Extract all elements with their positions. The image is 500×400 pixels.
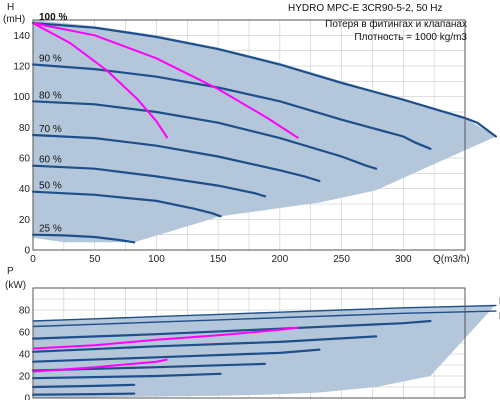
power-tick-labels: 0 20 40 60 80 (19, 306, 31, 400)
series-label-100: 100 % (39, 12, 67, 23)
series-p1 (32, 304, 497, 322)
speed-curve-2 (31, 348, 321, 363)
y-tick-label-0: 0 (24, 394, 30, 400)
series-50 (31, 190, 222, 218)
power-axis-unit: (kW) (5, 280, 26, 291)
speed-curve-1 (31, 335, 378, 353)
series-label-25: 25 % (39, 224, 62, 235)
series-90 (31, 63, 432, 150)
head-speed-curves (31, 22, 497, 244)
series-label-70: 70 % (39, 124, 62, 135)
head-tick-labels: 0 20 40 60 80 100 120 140 0 50 100 150 200 250 300 (13, 31, 412, 265)
x-tick-label-150: 150 (210, 254, 227, 265)
x-tick-label-0: 0 (30, 254, 36, 265)
system-curve-1 (32, 22, 169, 139)
series-label-p2: P2 (499, 311, 500, 322)
x-tick-label-50: 50 (89, 254, 101, 265)
power-axis-title: P (7, 266, 14, 277)
x-tick-label-100: 100 (148, 254, 165, 265)
series-label-50: 50 % (39, 181, 62, 192)
series-25 (31, 233, 136, 244)
y-tick-label-60: 60 (19, 328, 31, 339)
series-label-60: 60 % (39, 155, 62, 166)
series-100 (31, 22, 497, 138)
y-tick-label-0: 0 (24, 246, 30, 257)
head-system-curves (32, 22, 299, 139)
head-speed-labels: 100 % 90 % 80 % 70 % 60 % 50 % 25 % (39, 12, 67, 235)
power-plot-frame (32, 287, 466, 399)
y-tick-label-60: 60 (19, 154, 31, 165)
y-tick-label-80: 80 (19, 306, 31, 317)
speed-curve-6 (31, 392, 136, 396)
density-note: Плотность = 1000 kg/m3 (354, 32, 467, 43)
series-label-90: 90 % (39, 53, 62, 64)
x-tick-label-200: 200 (272, 254, 289, 265)
speed-curve-4 (31, 372, 222, 380)
x-tick-label-300: 300 (395, 254, 412, 265)
y-tick-label-20: 20 (19, 215, 31, 226)
x-tick-label-250: 250 (333, 254, 350, 265)
series-label-p1: P1 (499, 297, 500, 308)
series-70 (31, 133, 321, 183)
y-tick-label-120: 120 (13, 62, 30, 73)
series-label-80: 80 % (39, 90, 62, 101)
fitting-loss-note: Потеря в фитингах и клапанах (325, 18, 467, 30)
speed-curve-5 (31, 383, 136, 389)
chart-title: HYDRO MPC-E 3CR90-5-2, 50 Hz (288, 3, 442, 14)
series-60 (31, 164, 267, 198)
y-tick-label-40: 40 (19, 184, 31, 195)
power-series-labels: P1P2 (499, 297, 500, 323)
y-tick-label-100: 100 (13, 92, 30, 103)
system-curve-0 (32, 22, 299, 139)
system-curve-1 (32, 358, 168, 373)
system-curve-0 (32, 326, 299, 350)
y-tick-label-140: 140 (13, 31, 30, 42)
power-envelope-area (33, 304, 496, 398)
head-panel: 0 20 40 60 80 100 120 140 0 50 100 150 200 250 300 100… (3, 2, 497, 265)
power-system-curves (32, 326, 299, 373)
y-tick-label-80: 80 (19, 123, 31, 134)
series-p2 (32, 310, 497, 328)
flow-axis-title: Q(m3/h) (433, 254, 470, 265)
head-axis-title: H (7, 2, 14, 13)
power-speed-curves (31, 304, 497, 396)
head-envelope-area (33, 20, 496, 243)
series-80 (31, 100, 378, 170)
head-plot-frame (32, 19, 466, 251)
y-tick-label-40: 40 (19, 350, 31, 361)
head-axis-unit: (mH) (3, 14, 25, 25)
speed-curve-0 (31, 319, 432, 340)
y-tick-label-20: 20 (19, 372, 31, 383)
